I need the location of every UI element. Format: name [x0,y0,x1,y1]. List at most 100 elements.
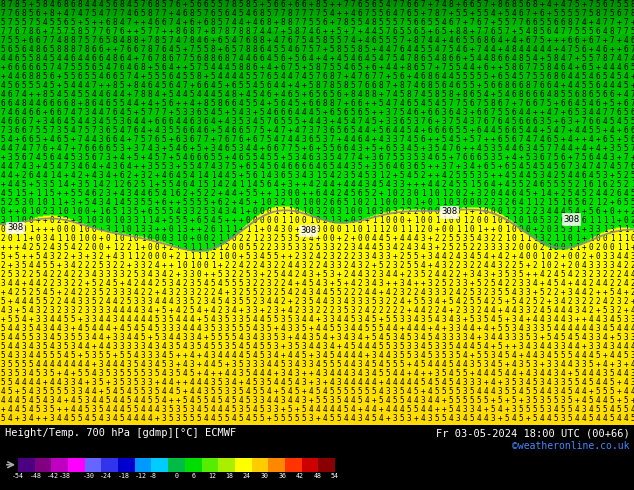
Text: 7: 7 [120,45,124,53]
Text: 5: 5 [36,0,41,8]
Bar [152,458,168,472]
Text: 4: 4 [127,387,131,396]
Text: 7: 7 [603,8,607,18]
Text: 3: 3 [309,333,313,342]
Text: 4: 4 [231,18,236,26]
Text: 3: 3 [22,414,27,423]
Text: +: + [574,135,579,144]
Text: 5: 5 [435,80,439,90]
Text: 2: 2 [491,197,495,207]
Text: 6: 6 [323,90,327,98]
Text: 8: 8 [113,53,117,63]
Text: 3: 3 [155,270,159,279]
Text: +: + [238,162,243,171]
Text: 3: 3 [183,135,187,144]
Text: 5: 5 [281,414,285,423]
Text: 4: 4 [224,63,230,72]
Text: +: + [498,162,502,171]
Text: 4: 4 [456,288,460,297]
Text: 4: 4 [56,152,61,162]
Text: 3: 3 [526,279,530,288]
Text: 4: 4 [428,180,432,189]
Text: 5: 5 [456,125,460,135]
Text: 3: 3 [127,360,131,369]
Text: 1: 1 [56,197,61,207]
Text: 5: 5 [392,315,398,324]
Text: -12: -12 [135,473,147,479]
Text: 1: 1 [176,234,180,243]
Text: 5: 5 [302,324,306,333]
Text: 2: 2 [603,270,607,279]
Text: 7: 7 [631,45,634,53]
Text: 4: 4 [567,333,573,342]
Text: 0: 0 [295,216,299,225]
Text: 0: 0 [435,189,439,197]
Text: 2: 2 [344,234,348,243]
Text: 5: 5 [392,360,398,369]
Text: 6: 6 [470,152,474,162]
Text: 3: 3 [106,225,110,234]
Text: 4: 4 [29,342,34,351]
Text: 6: 6 [491,36,495,45]
Text: 3: 3 [553,369,559,378]
Text: 4: 4 [183,324,187,333]
Text: 5: 5 [442,414,446,423]
Text: 3: 3 [406,414,411,423]
Text: 4: 4 [491,306,495,315]
Text: 4: 4 [231,152,236,162]
Text: 7: 7 [351,0,355,8]
Text: 3: 3 [392,261,398,270]
Text: 5: 5 [463,171,467,180]
Text: +: + [519,152,523,162]
Text: +: + [392,234,398,243]
Text: 4: 4 [365,243,370,252]
Text: +: + [378,108,384,117]
Text: 5: 5 [253,98,257,108]
Text: 5: 5 [36,297,41,306]
Text: 7: 7 [92,36,96,45]
Text: 4: 4 [85,117,89,125]
Text: 4: 4 [547,162,552,171]
Text: 4: 4 [330,180,334,189]
Text: +: + [574,117,579,125]
Text: 2: 2 [372,306,377,315]
Text: 5: 5 [253,72,257,80]
Text: 4: 4 [378,333,384,342]
Text: 4: 4 [337,117,341,125]
Text: 7: 7 [148,108,152,117]
Text: 0: 0 [351,207,355,216]
Text: 4: 4 [204,171,209,180]
Text: 4: 4 [365,18,370,26]
Text: 3: 3 [1,216,5,225]
Text: 3: 3 [56,125,61,135]
Text: 2: 2 [231,270,236,279]
Text: 0: 0 [267,225,271,234]
Text: 3: 3 [596,324,600,333]
Text: 4: 4 [288,72,292,80]
Text: 5: 5 [617,144,621,152]
Text: +: + [106,45,110,53]
Text: 5: 5 [392,144,398,152]
Text: 4: 4 [574,189,579,197]
Text: 3: 3 [309,125,313,135]
Text: 3: 3 [127,207,131,216]
Text: 6: 6 [456,144,460,152]
Text: 4: 4 [351,117,355,125]
Text: 2: 2 [78,171,82,180]
Text: 5: 5 [365,45,370,53]
Text: 1: 1 [442,189,446,197]
Text: 7: 7 [392,0,398,8]
Text: 6: 6 [113,108,117,117]
Text: +: + [190,80,194,90]
Text: 6: 6 [337,90,341,98]
Text: 4: 4 [378,351,384,360]
Text: 2: 2 [148,288,152,297]
Text: 6: 6 [512,197,516,207]
Text: 4: 4 [183,152,187,162]
Text: +: + [113,171,117,180]
Text: 3: 3 [246,108,250,117]
Text: +: + [553,189,559,197]
Text: 4: 4 [567,80,573,90]
Text: +: + [519,351,523,360]
Text: 3: 3 [267,333,271,342]
